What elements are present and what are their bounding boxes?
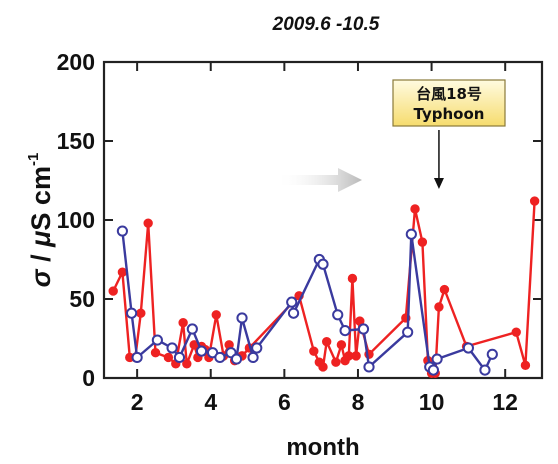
data-point [309,346,319,356]
data-point [173,351,186,364]
data-point [405,228,417,240]
data-point [287,307,300,319]
decorative-arrow [276,168,362,192]
svg-text:σ / μS cm-1: σ / μS cm-1 [25,153,56,288]
data-point [117,267,128,277]
x-axis-label: month [286,434,359,461]
y-label-exponent: -1 [25,153,42,166]
data-point [116,225,129,237]
data-point [332,309,344,321]
annotation-arrow-head [433,178,444,189]
data-point [186,323,198,335]
tick-marks [104,61,542,379]
data-point [166,342,178,354]
data-point [318,362,328,372]
x-tick-label: 6 [278,389,291,415]
chart-title: 2009.6 -10.5 [272,14,380,35]
data-point [211,310,221,320]
y-tick-label: 100 [57,207,95,233]
plot-frame [102,60,544,380]
y-label-mu: μ [26,231,56,248]
data-point [126,307,138,319]
y-label-sigma: σ [26,268,56,287]
data-point [321,336,332,347]
data-point [357,323,370,335]
annotation-line-1: 台風18号 [416,85,482,103]
data-point [431,353,443,365]
data-point [136,308,146,318]
data-point [251,342,263,354]
data-point [195,345,208,357]
data-point [529,196,540,206]
y-label-main: / [26,247,56,270]
data-point [150,348,161,358]
data-point [317,258,329,270]
tick-labels: 0 50 100 150 200 2 4 6 8 10 12 [57,49,518,415]
x-tick-label: 10 [419,389,445,415]
annotation-line-2: Typhoon [414,105,485,123]
data-point [439,284,450,295]
data-point [511,327,521,337]
data-point [363,361,375,373]
data-point [336,340,347,350]
data-point [520,360,531,371]
data-point [331,357,341,367]
data-point [131,351,143,364]
data-point [286,296,298,308]
data-point [434,302,444,312]
data-point [339,325,351,337]
y-tick-label: 200 [57,49,95,75]
y-axis-label: σ / μS cm-1 [25,153,56,288]
y-tick-label: 50 [69,286,95,312]
x-tick-label: 12 [492,389,518,415]
data-point [486,348,498,360]
data-point [402,326,414,338]
data-point [247,351,259,364]
data-point [347,273,358,284]
data-point [230,353,243,365]
data-point [351,351,361,361]
data-point [417,237,428,247]
series-layer [108,196,540,378]
data-point [143,218,153,228]
annotation-box [392,79,506,127]
y-tick-label: 150 [57,128,95,154]
typhoon-annotation: 台風18号 Typhoon [392,79,506,189]
y-label-unit: S cm [26,166,56,231]
y-tick-label: 0 [82,365,95,391]
data-point [462,342,474,354]
series-1 [116,225,498,376]
data-point [410,204,420,214]
data-point [163,352,174,363]
x-tick-label: 8 [352,389,365,415]
data-point [108,286,118,296]
data-point [236,312,248,324]
data-point [178,318,188,328]
data-point [151,334,163,346]
gray-arrow-shape [276,168,362,192]
data-point [479,364,491,376]
data-point [214,351,226,364]
x-tick-label: 2 [131,389,144,415]
data-point [427,364,440,376]
data-point [182,359,192,369]
x-tick-label: 4 [204,389,217,415]
